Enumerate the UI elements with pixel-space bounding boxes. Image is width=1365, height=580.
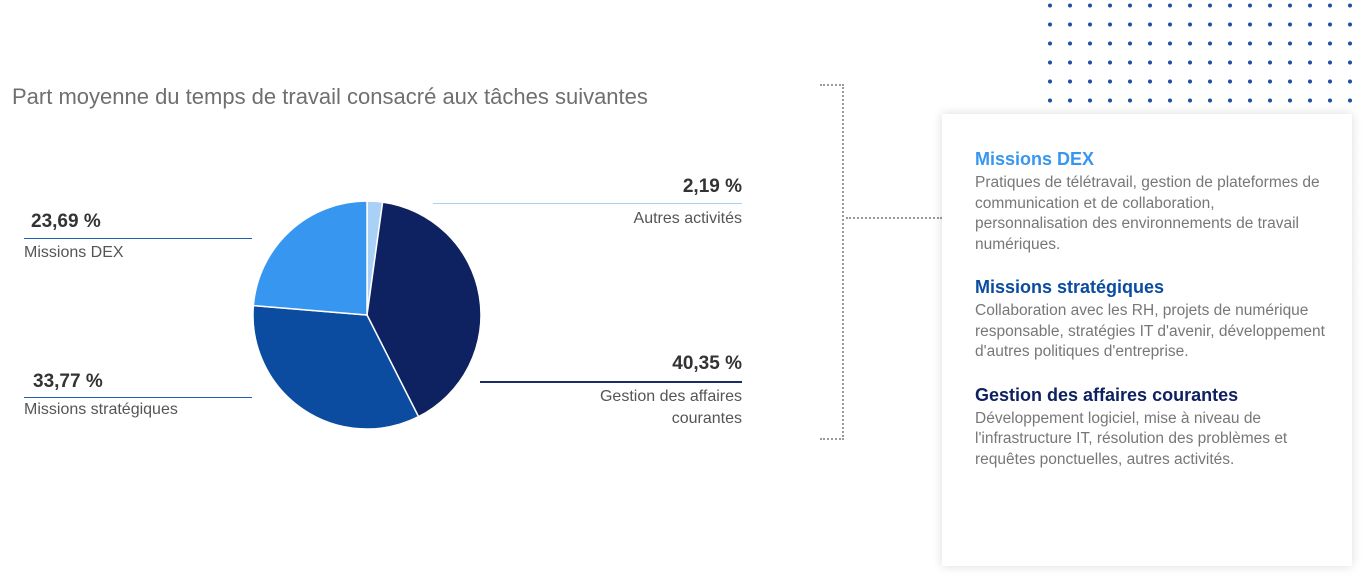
pie-slice-missions-dex xyxy=(252,200,368,316)
info-desc-missions-dex: Pratiques de télétravail, gestion de pla… xyxy=(975,174,1320,253)
info-heading-missions-strategiques: Missions stratégiques xyxy=(975,277,1165,297)
pct-label-gestion-affaires: 40,35 % xyxy=(672,353,742,374)
chart-title: Part moyenne du temps de travail consacr… xyxy=(12,84,648,109)
slice-label-gestion-affaires-line1: Gestion des affaires xyxy=(599,388,742,405)
info-card: Missions DEX Pratiques de télétravail, g… xyxy=(942,114,1352,566)
info-heading-missions-dex: Missions DEX xyxy=(975,149,1095,169)
dotted-bracket xyxy=(820,84,844,440)
info-heading-gestion-affaires: Gestion des affaires courantes xyxy=(975,384,1239,405)
info-desc-missions-strategiques: Collaboration avec les RH, projets de nu… xyxy=(975,302,1325,360)
pct-label-missions-strategiques: 33,77 % xyxy=(33,371,103,392)
info-desc-gestion-affaires: Développement logiciel, mise à niveau de… xyxy=(975,409,1288,468)
info-section-missions-dex: Missions DEX Pratiques de télétravail, g… xyxy=(975,149,1332,255)
leader-line-missions-dex xyxy=(24,238,252,239)
slice-label-missions-dex: Missions DEX xyxy=(24,244,124,261)
leader-line-gestion-affaires xyxy=(480,381,742,383)
info-section-missions-strategiques: Missions stratégiques Collaboration avec… xyxy=(975,277,1332,363)
dotted-connector xyxy=(846,217,942,219)
slice-label-autres-activites: Autres activités xyxy=(633,210,742,227)
pct-label-missions-dex: 23,69 % xyxy=(31,211,101,232)
slice-label-gestion-affaires-line2: courantes xyxy=(671,410,742,427)
slice-label-missions-strategiques: Missions stratégiques xyxy=(24,401,178,418)
pct-label-autres-activites: 2,19 % xyxy=(682,176,742,197)
pie-slice-missions-strategiques xyxy=(252,304,420,430)
info-section-gestion-affaires: Gestion des affaires courantes Développe… xyxy=(975,385,1332,471)
leader-line-missions-strategiques xyxy=(24,397,252,398)
pie-slice-gestion-des-affaires-courantes xyxy=(366,201,482,418)
slice-label-gestion-affaires: Gestion des affaires courantes xyxy=(560,386,742,430)
leader-line-autres-activites xyxy=(433,203,742,204)
